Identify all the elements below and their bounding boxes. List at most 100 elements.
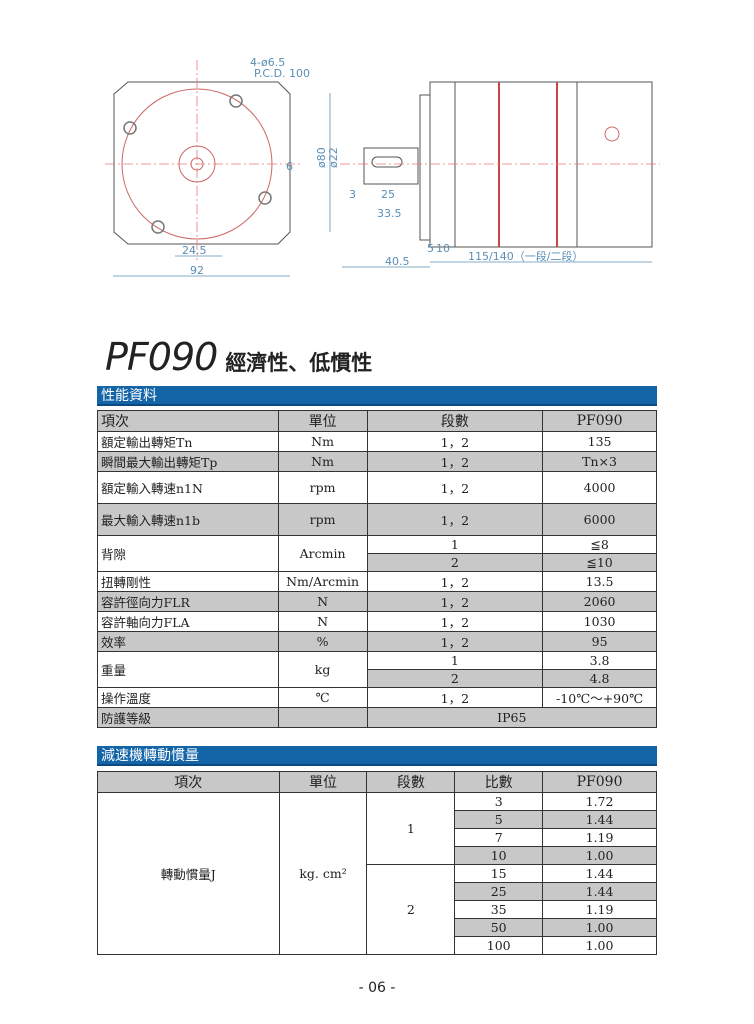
item-cell: 轉動慣量J: [97, 792, 280, 955]
header-cell: 單位: [278, 771, 368, 793]
value-cell: 2060: [542, 591, 657, 612]
dim-length: 115/140（一段/二段）: [468, 249, 583, 263]
performance-section-bar: 性能資料: [97, 386, 657, 406]
dim-40-5: 40.5: [385, 255, 410, 268]
table-row: 2 4.8: [98, 669, 657, 688]
header-cell: 單位: [277, 410, 368, 432]
value-cell: 1.44: [542, 810, 657, 829]
item-cell: 容許軸向力FLA: [97, 611, 279, 632]
unit-cell: Nm/Arcmin: [277, 571, 368, 592]
table-row: 瞬間最大輸出轉矩Tp Nm 1，2 Tn×3: [97, 451, 657, 472]
subtitle: 經濟性、低慣性: [225, 350, 373, 375]
table-row: 重量 kg 1 3.8: [97, 651, 657, 688]
value-cell: IP65: [366, 707, 658, 728]
item-cell: 額定輸入轉速n1N: [97, 471, 279, 504]
table-row: 5 1.44: [98, 810, 657, 829]
stage-cell: 2: [366, 864, 456, 955]
header-cell: 比數: [454, 771, 544, 793]
item-cell: 操作溫度: [97, 687, 279, 708]
item-cell: 最大輸入轉速n1b: [97, 503, 279, 536]
pcd-label: P.C.D. 100: [254, 67, 310, 80]
header-cell: 段數: [366, 410, 544, 432]
stage-cell: 1: [366, 651, 544, 670]
table-row: 容許軸向力FLA N 1，2 1030: [97, 611, 657, 632]
unit-cell: ℃: [277, 687, 368, 708]
value-cell: ≦8: [542, 535, 657, 554]
page-title: PF090 經濟性、低慣性: [105, 335, 372, 379]
stage-cell: 1: [366, 792, 456, 865]
stage-cell: 1，2: [366, 471, 544, 504]
table-row: 效率% 1，2 95: [97, 631, 657, 652]
table-row: 100 1.00: [98, 936, 657, 955]
stage-cell: 1，2: [366, 631, 544, 652]
unit-cell: %: [277, 631, 368, 652]
value-cell: 3.8: [542, 651, 657, 670]
value-cell: 4.8: [542, 669, 657, 688]
dim-3: 3: [349, 188, 356, 201]
ratio-cell: 25: [454, 882, 544, 901]
unit-cell: rpm: [277, 471, 368, 504]
inertia-section-bar: 減速機轉動慣量: [97, 746, 657, 766]
item-cell: 效率: [97, 631, 279, 652]
value-cell: 1.44: [542, 882, 657, 901]
dim-d22: ø22: [327, 147, 340, 168]
unit-cell: kg: [277, 651, 368, 688]
hole-note: 4-ø6.5: [250, 56, 285, 69]
stage-cell: 2: [366, 669, 544, 688]
value-cell: 13.5: [542, 571, 657, 592]
header-cell: 項次: [97, 410, 279, 432]
value-cell: 135: [542, 431, 657, 452]
performance-table: 項次 單位 段數 PF090 額定輸出轉矩Tn Nm 1，2 135 瞬間最大輸出轉矩Tp Nm 1…: [97, 410, 658, 728]
table-row: 50 1.00: [98, 918, 657, 937]
ratio-cell: 3: [454, 792, 544, 811]
item-cell: 額定輸出轉矩Tn: [97, 431, 279, 452]
table-row: 最大輸入轉速n1b rpm 1，2 6000: [97, 503, 657, 536]
ratio-cell: 10: [454, 846, 544, 865]
dim-33-5: 33.5: [377, 207, 402, 220]
dim-5: 5: [427, 242, 434, 255]
dim-25: 25: [381, 188, 395, 201]
item-cell: 防護等級: [97, 707, 279, 728]
dim-key: 6: [286, 160, 293, 173]
model-name: PF090: [105, 335, 218, 379]
value-cell: 6000: [542, 503, 657, 536]
unit-cell: [277, 707, 368, 728]
stage-cell: 1，2: [366, 687, 544, 708]
table-row: 25 1.44: [98, 882, 657, 901]
item-cell: 瞬間最大輸出轉矩Tp: [97, 451, 279, 472]
value-cell: ≦10: [542, 553, 657, 572]
value-cell: 1.72: [542, 792, 657, 811]
stage-cell: 1: [366, 535, 544, 554]
unit-cell: Nm: [277, 431, 368, 452]
item-cell: 扭轉剛性: [97, 571, 279, 592]
value-cell: 95: [542, 631, 657, 652]
unit-cell: N: [277, 591, 368, 612]
value-cell: Tn×3: [542, 451, 657, 472]
stage-cell: 1，2: [366, 503, 544, 536]
value-cell: 1.44: [542, 864, 657, 883]
table-row: 2 ≦10: [98, 553, 657, 572]
table-row: 扭轉剛性 Nm/Arcmin 1，2 13.5: [97, 571, 657, 592]
stage-cell: 1，2: [366, 431, 544, 452]
ratio-cell: 35: [454, 900, 544, 919]
value-cell: 4000: [542, 471, 657, 504]
value-cell: 1030: [542, 611, 657, 632]
table-header: 項次 單位 段數 比數 PF090: [97, 771, 657, 793]
header-cell: PF090: [542, 410, 657, 432]
value-cell: 1.00: [542, 846, 657, 865]
table-row: 2 15 1.44: [98, 864, 657, 955]
table-row: 額定輸出轉矩Tn Nm 1，2 135: [97, 431, 657, 452]
unit-cell: kg. cm²: [278, 792, 368, 955]
header-cell: 段數: [366, 771, 456, 793]
value-cell: 1.19: [542, 828, 657, 847]
item-cell: 背隙: [97, 535, 279, 572]
table-row: 額定輸入轉速n1N rpm 1，2 4000: [97, 471, 657, 504]
stage-cell: 1，2: [366, 571, 544, 592]
table-row: 防護等級 IP65: [97, 707, 658, 728]
table-row: 操作溫度 ℃ 1，2 -10℃～+90℃: [97, 687, 657, 708]
table-row: 轉動慣量J kg. cm² 1 3 1.72: [97, 792, 657, 955]
unit-cell: Nm: [277, 451, 368, 472]
inertia-table: 項次 單位 段數 比數 PF090 轉動慣量J kg. cm² 1 3 1.72 5 1.44 7 1.1…: [97, 771, 657, 955]
value-cell: 1.00: [542, 936, 657, 955]
